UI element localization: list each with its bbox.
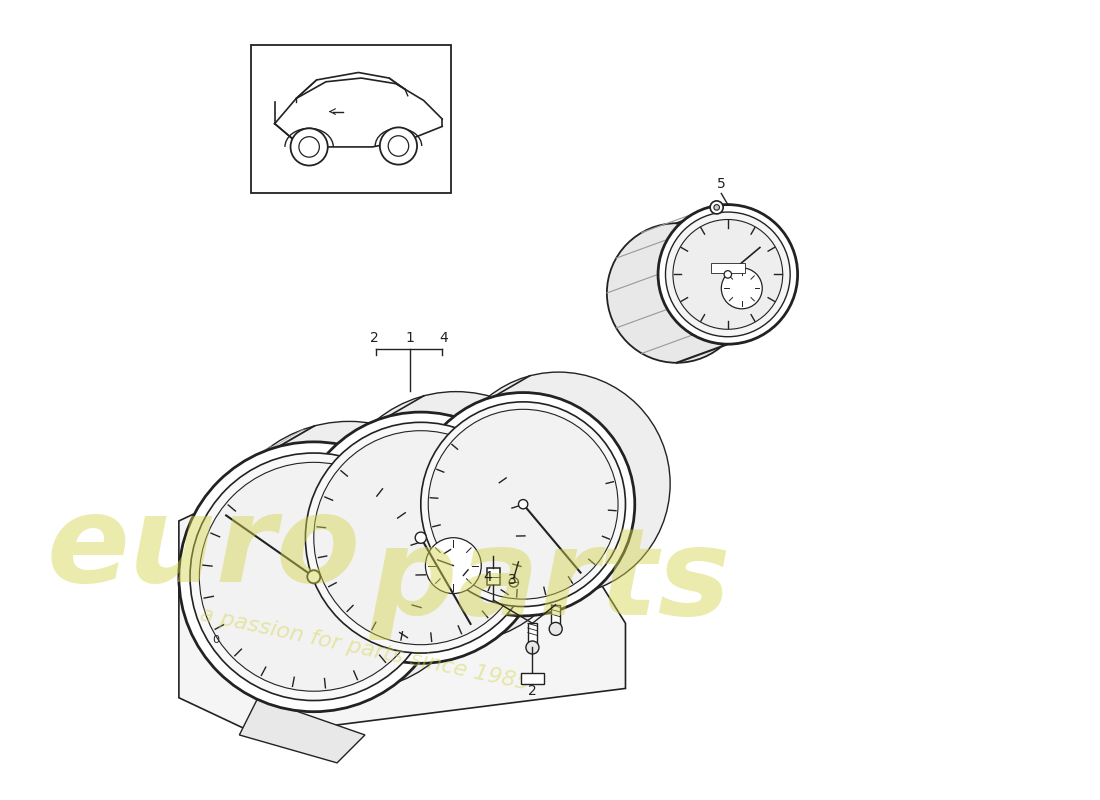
Circle shape: [549, 622, 562, 635]
Bar: [711, 263, 745, 273]
Text: 1: 1: [405, 330, 414, 345]
Circle shape: [658, 205, 798, 344]
Circle shape: [314, 430, 528, 645]
Circle shape: [307, 570, 320, 583]
Text: 2: 2: [528, 684, 537, 698]
Bar: [487, 569, 499, 585]
Circle shape: [214, 422, 484, 691]
Circle shape: [421, 402, 626, 606]
Text: 0: 0: [212, 635, 220, 645]
Circle shape: [415, 532, 427, 543]
Text: 2: 2: [370, 330, 378, 345]
Bar: [551, 605, 560, 627]
Circle shape: [673, 219, 783, 330]
Circle shape: [711, 201, 723, 214]
Bar: [252, 45, 451, 194]
Circle shape: [330, 392, 582, 643]
Bar: [521, 673, 543, 684]
Circle shape: [666, 212, 790, 337]
Circle shape: [190, 453, 438, 701]
Text: 3: 3: [507, 573, 516, 586]
Circle shape: [509, 578, 518, 587]
Circle shape: [199, 462, 428, 691]
Text: 4: 4: [483, 570, 492, 584]
Text: 4: 4: [440, 330, 449, 345]
Polygon shape: [179, 484, 626, 735]
Circle shape: [607, 223, 747, 362]
Text: euro: euro: [46, 490, 361, 607]
Text: 5: 5: [717, 177, 726, 191]
Circle shape: [724, 270, 732, 278]
Circle shape: [428, 410, 618, 599]
Text: parts: parts: [370, 523, 732, 640]
Text: a passion for parts since 1985: a passion for parts since 1985: [198, 605, 531, 694]
Circle shape: [526, 641, 539, 654]
Circle shape: [379, 127, 417, 165]
Circle shape: [295, 412, 547, 663]
Polygon shape: [240, 698, 365, 763]
Circle shape: [411, 393, 635, 616]
Circle shape: [518, 499, 528, 509]
Circle shape: [722, 268, 762, 309]
Circle shape: [426, 538, 482, 594]
Circle shape: [447, 372, 670, 595]
Bar: [528, 623, 537, 646]
Circle shape: [714, 205, 719, 210]
Circle shape: [179, 442, 449, 712]
Circle shape: [306, 422, 536, 653]
Circle shape: [290, 128, 328, 166]
